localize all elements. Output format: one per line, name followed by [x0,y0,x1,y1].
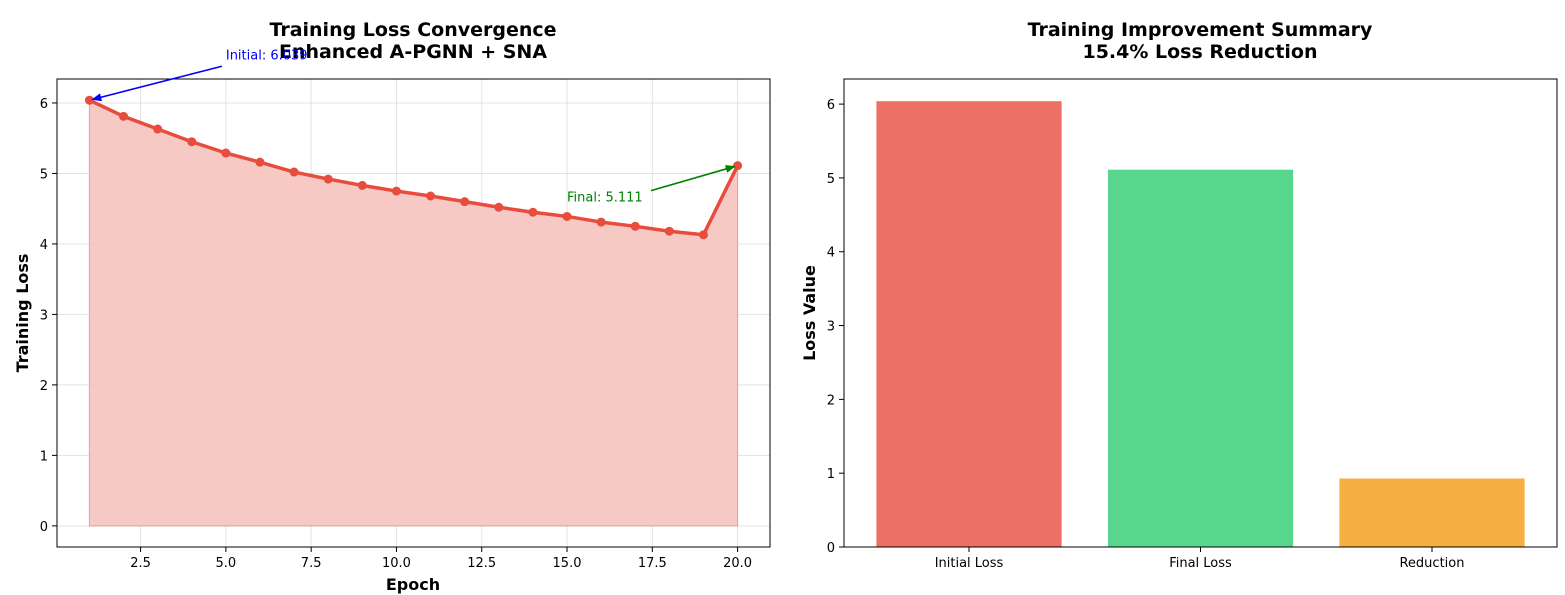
chart0-x-tick-label: 10.0 [382,556,411,571]
chart0-y-axis-label: Training Loss [13,254,32,373]
chart0-data-point [323,174,333,184]
chart1-plot-area [876,101,1525,547]
chart0-y-tick-label: 2 [40,379,48,394]
chart0-data-point [596,217,606,227]
chart0-data-point [630,221,640,231]
chart0-title: Training Loss Convergence [269,19,556,41]
chart1-y-tick-label: 2 [827,393,835,408]
chart1-y-tick-label: 3 [827,320,835,335]
chart1-y-tick-label: 1 [827,467,835,482]
chart1-bar [1339,478,1525,547]
chart1-bar [1107,169,1294,547]
chart0-series-line [88,98,740,237]
improvement-summary-chart: Training Improvement Summary 15.4% Loss … [800,19,1558,571]
chart0-ticks: 2.5 5.0 7.5 10.0 12.5 15.0 17.5 20.0 0 1 2 3 4 5 6 [40,97,752,571]
chart0-x-tick-label: 17.5 [638,556,667,571]
chart1-x-tick-label: Initial Loss [935,556,1004,571]
chart0-y-tick-label: 4 [40,238,48,253]
chart1-title: Training Improvement Summary [1028,19,1373,41]
chart0-x-tick-label: 20.0 [723,556,752,571]
chart0-annotations: Initial: 6.039 Final: 5.111 [91,48,736,206]
loss-convergence-chart: Training Loss Convergence Enhanced A-PGN… [13,19,771,594]
chart0-data-point [460,197,470,207]
chart0-x-tick-label: 12.5 [467,556,496,571]
chart1-subtitle: 15.4% Loss Reduction [1082,41,1317,63]
chart0-data-point [494,202,504,212]
chart1-x-tick-label: Final Loss [1169,556,1232,571]
chart0-data-point [357,180,367,190]
chart0-data-point [664,226,674,236]
chart0-annotation-arrow [650,165,736,192]
chart0-annotation-arrow [91,65,223,102]
chart0-data-point [255,157,265,167]
chart1-y-tick-label: 4 [827,246,835,261]
chart0-data-point [698,230,708,240]
chart0-data-point [528,207,538,217]
chart1-y-tick-label: 5 [827,172,835,187]
chart0-data-point [426,191,436,201]
chart0-x-tick-label: 5.0 [216,556,237,571]
chart1-y-tick-label: 6 [827,98,835,113]
chart1-ticks: Initial Loss Final Loss Reduction 0 1 2 3 4 5 6 [827,98,1465,571]
chart0-annotation-label: Final: 5.111 [567,191,643,206]
chart0-data-point [391,186,401,196]
chart0-y-tick-label: 0 [40,520,48,535]
chart0-y-tick-label: 1 [40,449,48,464]
chart0-x-tick-label: 15.0 [553,556,582,571]
chart1-x-tick-label: Reduction [1399,556,1464,571]
chart0-x-tick-label: 7.5 [301,556,322,571]
chart1-y-tick-label: 0 [827,541,835,556]
chart0-x-axis-label: Epoch [386,575,440,594]
chart1-bar [876,101,1062,547]
chart0-data-point [289,167,299,177]
chart0-y-tick-label: 5 [40,167,48,182]
chart0-y-tick-label: 6 [40,97,48,112]
chart0-data-point [733,161,743,171]
chart0-plot-area [84,95,743,527]
chart0-data-point [221,148,231,158]
chart0-data-point [187,137,197,147]
chart0-annotation-label: Initial: 6.039 [226,48,308,63]
chart0-axes-frame [56,78,771,548]
chart0-data-point [562,211,572,221]
chart0-data-point [119,111,129,121]
chart0-y-tick-label: 3 [40,308,48,323]
chart0-subtitle: Enhanced A-PGNN + SNA [279,41,547,63]
chart0-data-point [153,124,163,134]
chart1-y-axis-label: Loss Value [800,265,819,361]
chart0-x-tick-label: 2.5 [130,556,151,571]
